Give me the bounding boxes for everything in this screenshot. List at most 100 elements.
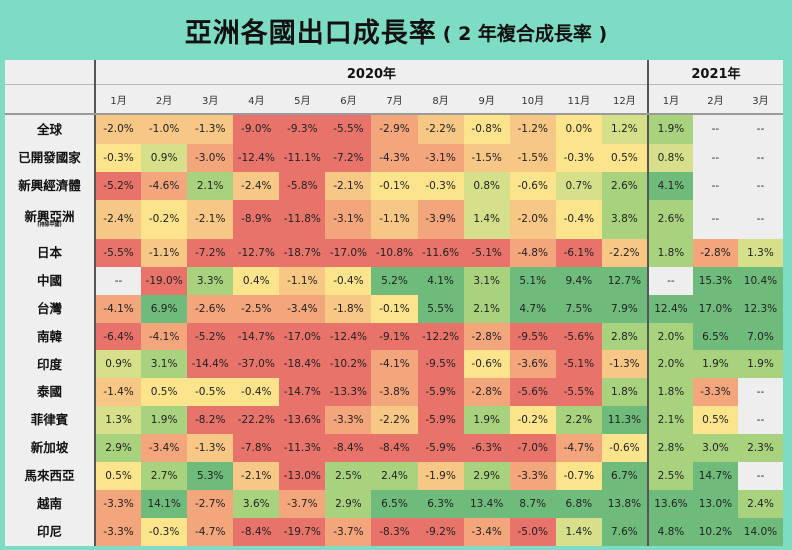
heatmap-cell: 12.3% <box>737 294 783 323</box>
heatmap-cell: -3.8% <box>371 378 418 407</box>
heatmap-cell: 3.1% <box>141 350 188 379</box>
heatmap-cell: -2.4% <box>233 171 280 200</box>
row-label-text: 南韓 <box>36 328 62 344</box>
heatmap-cell: -7.2% <box>187 238 234 267</box>
heatmap-cell: -37.0% <box>233 350 280 379</box>
heatmap-cell: 0.9% <box>95 350 142 379</box>
corner-cell <box>5 60 96 85</box>
heatmap-cell: -5.5% <box>325 114 372 144</box>
heatmap-body: 全球 -2.0% -1.0% -1.3% -9.0% -9.3% -5.5% -2.9% -2.… <box>5 114 783 546</box>
heatmap-cell: -9.5% <box>417 350 464 379</box>
table-row: 日本 -5.5% -1.1% -7.2% -12.7% -18.7% -17.0% -10.8… <box>5 238 783 267</box>
heatmap-cell: 1.8% <box>646 378 693 407</box>
row-label: 菲律賓 <box>5 406 96 435</box>
heatmap-cell: -5.9% <box>417 406 464 435</box>
heatmap-cell: -2.7% <box>187 489 234 518</box>
heatmap-cell: -19.7% <box>279 517 326 546</box>
heatmap-cell: 1.8% <box>646 238 693 267</box>
heatmap-cell: -4.7% <box>187 517 234 546</box>
heatmap-cell: -5.2% <box>187 322 234 351</box>
heatmap-cell: -- <box>737 462 783 490</box>
heatmap-cell: -5.6% <box>555 322 602 351</box>
heatmap-cell: -5.9% <box>417 434 464 463</box>
month-header: 10月 <box>509 84 556 115</box>
heatmap-cell: -4.1% <box>141 322 188 351</box>
heatmap-cell: 14.0% <box>737 517 783 546</box>
heatmap-cell: -5.8% <box>279 171 326 200</box>
chart-title: 亞洲各國出口成長率 ( 2 年複合成長率 ) <box>0 0 792 60</box>
row-label-text: 印尼 <box>36 524 62 540</box>
table-row: 中國 -- -19.0% 3.3% 0.4% -1.1% -0.4% 5.2% 4.1% 3.1%… <box>5 266 783 295</box>
heatmap-cell: 0.5% <box>601 143 648 172</box>
year-header-row: 2020年 2021年 <box>5 60 783 85</box>
month-header-row: 1月 2月 3月 4月 5月 6月 7月 8月 9月 10月 11月 12月 1月 2月 3月 <box>5 84 783 115</box>
heatmap-cell: -2.2% <box>601 238 648 267</box>
year-header: 2021年 <box>646 60 783 85</box>
heatmap-cell: -4.3% <box>371 143 418 172</box>
heatmap-cell: -22.2% <box>233 406 280 435</box>
month-header: 1月 <box>95 84 142 115</box>
heatmap-cell: 1.8% <box>601 378 648 407</box>
heatmap-cell: -8.4% <box>233 517 280 546</box>
heatmap-cell: 12.4% <box>646 294 693 323</box>
heatmap-cell: -9.3% <box>279 114 326 144</box>
heatmap-cell: 2.0% <box>646 350 693 379</box>
heatmap-cell: 2.2% <box>555 406 602 435</box>
heatmap-cell: -8.2% <box>187 406 234 435</box>
heatmap-cell: 3.6% <box>233 489 280 518</box>
heatmap-cell: -4.1% <box>95 294 142 323</box>
heatmap-cell: 13.8% <box>601 489 648 518</box>
heatmap-cell: -3.6% <box>509 350 556 379</box>
heatmap-cell: -1.1% <box>371 199 418 239</box>
heatmap-cell: -3.4% <box>463 517 510 546</box>
heatmap-cell: -11.8% <box>279 199 326 239</box>
heatmap-cell: 6.8% <box>555 489 602 518</box>
heatmap-cell: -5.5% <box>95 238 142 267</box>
heatmap-cell: 7.5% <box>555 294 602 323</box>
heatmap-cell: 3.8% <box>601 199 648 239</box>
heatmap-cell: -2.8% <box>692 238 738 267</box>
heatmap-cell: -0.2% <box>509 406 556 435</box>
heatmap-cell: -12.2% <box>417 322 464 351</box>
heatmap-cell: 2.6% <box>601 171 648 200</box>
heatmap-cell: -2.8% <box>463 378 510 407</box>
row-label-text: 日本 <box>36 244 62 260</box>
heatmap-cell: -14.7% <box>233 322 280 351</box>
table-row: 新興經濟體 -5.2% -4.6% 2.1% -2.4% -5.8% -2.1% -0.1% -… <box>5 171 783 200</box>
heatmap-cell: -1.1% <box>141 238 188 267</box>
month-header: 3月 <box>737 84 783 115</box>
heatmap-cell: -8.4% <box>371 434 418 463</box>
heatmap-cell: -9.5% <box>509 322 556 351</box>
heatmap-cell: -0.1% <box>371 171 418 200</box>
heatmap-cell: -2.0% <box>509 199 556 239</box>
row-label: 越南 <box>5 489 96 518</box>
heatmap-cell: -2.2% <box>371 406 418 435</box>
heatmap-cell: -18.7% <box>279 238 326 267</box>
heatmap-cell: -3.3% <box>95 489 142 518</box>
row-label: 印度 <box>5 350 96 379</box>
heatmap-cell: -5.6% <box>509 378 556 407</box>
heatmap-cell: 1.2% <box>601 114 648 144</box>
table-row: 越南 -3.3% 14.1% -2.7% 3.6% -3.7% 2.9% 6.5% 6.3% 13… <box>5 489 783 518</box>
heatmap-cell: -- <box>737 143 783 172</box>
month-header: 6月 <box>325 84 372 115</box>
heatmap-cell: 1.9% <box>141 406 188 435</box>
heatmap-cell: 2.9% <box>463 462 510 490</box>
heatmap-cell: -3.3% <box>325 406 372 435</box>
row-label: 新興亞洲 (排除中國) <box>5 199 96 239</box>
heatmap-cell: -- <box>737 114 783 144</box>
heatmap-cell: -0.8% <box>463 114 510 144</box>
heatmap-cell: -2.1% <box>325 171 372 200</box>
month-header: 4月 <box>233 84 280 115</box>
row-label: 台灣 <box>5 294 96 323</box>
heatmap-cell: 2.9% <box>95 434 142 463</box>
heatmap-cell: -- <box>737 199 783 239</box>
heatmap-cell: -13.6% <box>279 406 326 435</box>
table-row: 馬來西亞 0.5% 2.7% 5.3% -2.1% -13.0% 2.5% 2.4% -1.9%… <box>5 462 783 490</box>
heatmap-cell: 4.8% <box>646 517 693 546</box>
row-label: 印尼 <box>5 517 96 546</box>
heatmap-cell: -0.5% <box>187 378 234 407</box>
heatmap-cell: 2.4% <box>371 462 418 490</box>
heatmap-cell: -1.3% <box>187 114 234 144</box>
heatmap-cell: 0.7% <box>555 171 602 200</box>
